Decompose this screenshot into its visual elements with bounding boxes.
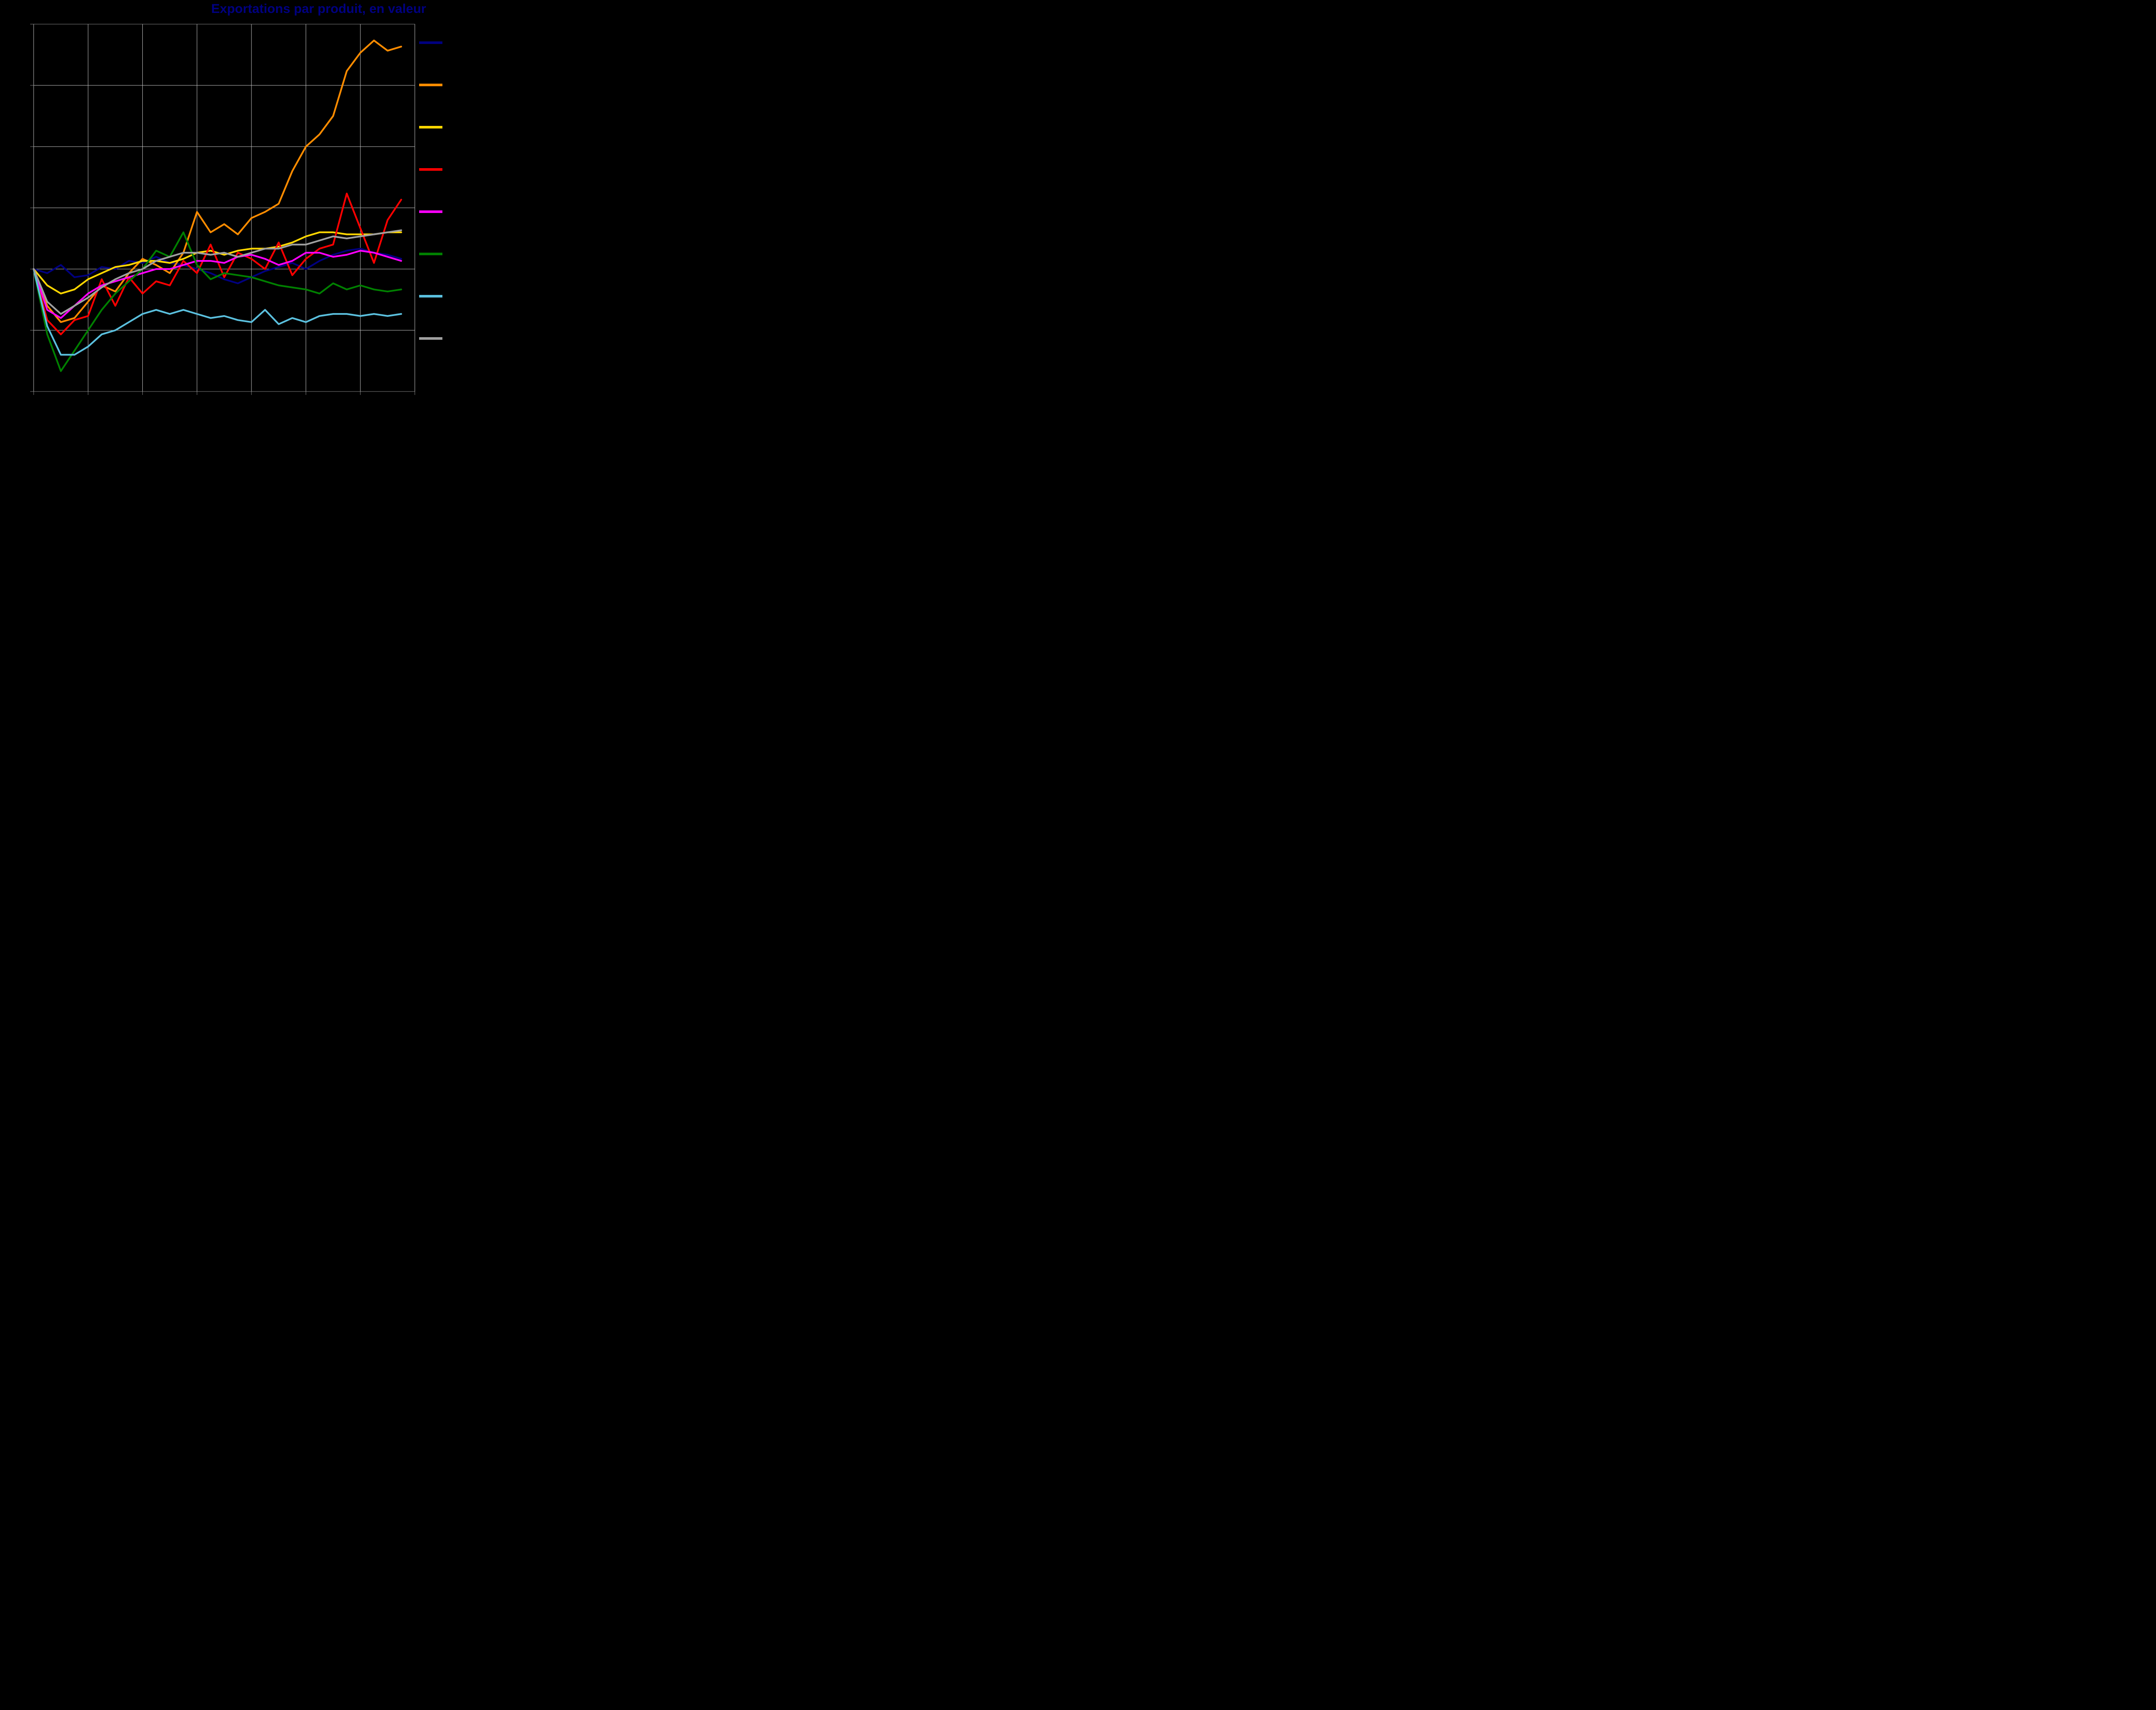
- y-tick-label: 190: [15, 81, 28, 90]
- legend-label-alimentaires: Produits alimentaires: [449, 122, 530, 132]
- source-label: Source : Insee, comptes trimestriels, ba…: [164, 399, 310, 406]
- legend-swatch-electronique: [419, 41, 442, 44]
- y-tick-label: 160: [15, 142, 28, 151]
- legend-label-agro: la sylviculture et de la pêche: [449, 89, 558, 99]
- legend-swatch-chimiques: [419, 168, 442, 171]
- chart-container: Exportations par produit, en valeur 100 …: [0, 0, 637, 415]
- y-tick-label: 220: [15, 20, 28, 28]
- x-tick-label: 15: [411, 396, 419, 404]
- legend-label-electronique: Produits informatiques,: [449, 38, 538, 47]
- legend-swatch-machines: [419, 253, 442, 255]
- legend-label-machines: Machines et équipements: [449, 249, 548, 258]
- y-tick-label: 130: [15, 204, 28, 212]
- x-tick-label: 09: [84, 396, 92, 404]
- legend-label-vehicules: remorques et semi-remorques: [449, 301, 565, 310]
- y-tick-label: 40: [19, 387, 28, 396]
- legend-swatch-alimentaires: [419, 126, 442, 128]
- legend-swatch-agro: [419, 84, 442, 86]
- legend-label-pharma: base et préparations: [449, 216, 528, 225]
- legend-label-chimiques: Produits chimiques: [449, 164, 522, 174]
- legend-swatch-vehicules: [419, 295, 442, 298]
- x-tick-label: 10: [138, 396, 147, 404]
- x-tick-label: 14: [356, 396, 365, 404]
- chart-svg: 08091011121314154070100130160190220Produ…: [0, 0, 637, 415]
- legend-label-total: Exportations totales de biens: [449, 333, 560, 343]
- legend-label-electronique: électroniques et optiques: [449, 47, 545, 56]
- legend-label-vehicules: Véhicules automobiles,: [449, 291, 538, 301]
- legend-swatch-pharma: [419, 210, 442, 213]
- legend-label-pharma: pharmaceutiques: [449, 225, 515, 235]
- y-tick-label: 70: [19, 326, 28, 335]
- y-tick-label: 100: [15, 265, 28, 273]
- x-tick-label: 08: [29, 396, 38, 404]
- legend-swatch-total: [419, 337, 442, 340]
- legend-label-pharma: Produits pharmaceutiques de: [449, 207, 561, 216]
- legend-label-agro: Produits de l'agriculture, de: [449, 80, 554, 89]
